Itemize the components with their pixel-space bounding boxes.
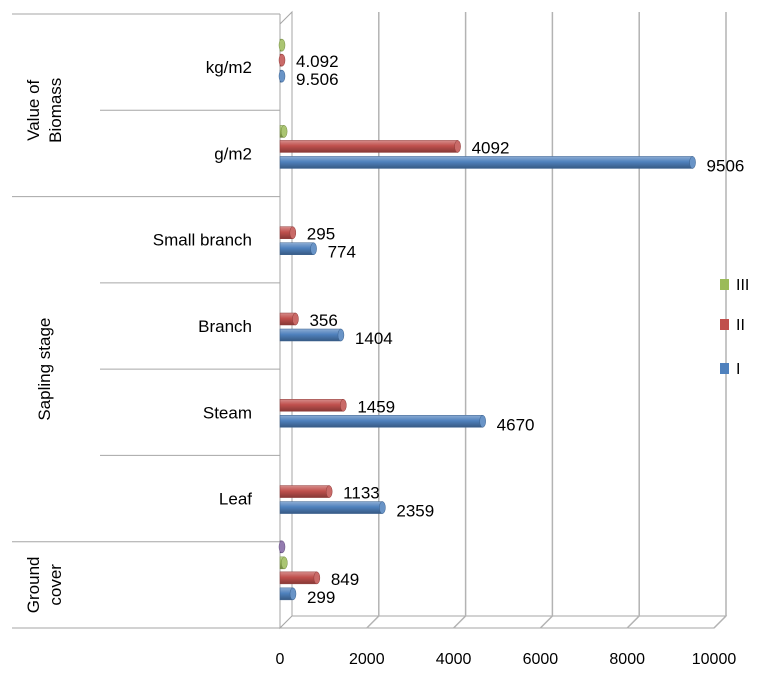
- bar-I-body: [279, 156, 693, 169]
- data-label: 295: [307, 225, 335, 244]
- x-tick-label: 8000: [609, 651, 645, 668]
- bar-I-cap: [278, 69, 286, 83]
- gridline-floor: [539, 615, 553, 629]
- gridline-floor: [453, 615, 467, 629]
- legend-label: III: [736, 277, 749, 294]
- bar-I: [279, 415, 486, 428]
- bar-I: [279, 501, 386, 514]
- bar-II-body: [279, 571, 318, 585]
- bar-II-cap: [278, 53, 286, 67]
- bar-I: [278, 69, 286, 83]
- bar-extra-cap: [278, 540, 286, 554]
- legend-swatch: [720, 363, 729, 374]
- data-label: 774: [328, 243, 356, 262]
- data-label: 4.092: [296, 52, 339, 71]
- category-label: Small branch: [153, 231, 252, 250]
- floor: [278, 615, 728, 629]
- bar-II-body: [279, 140, 458, 153]
- bar-III: [278, 38, 286, 52]
- bar-I-body: [279, 328, 342, 342]
- bar-I: [279, 156, 696, 169]
- x-tick-label: 10000: [692, 651, 737, 668]
- bar-II: [279, 226, 297, 239]
- gridline-floor: [713, 615, 727, 629]
- bar-II: [279, 399, 347, 412]
- bar-I-cap: [689, 156, 696, 169]
- legend-swatch: [720, 319, 729, 330]
- data-label: 299: [307, 588, 335, 607]
- bar-III-cap: [280, 125, 288, 138]
- gridline-floor: [366, 615, 380, 629]
- bar-extra: [278, 540, 286, 554]
- bar-II-body: [279, 485, 330, 498]
- bar-I-cap: [289, 587, 297, 601]
- group-label: Value of: [24, 79, 43, 140]
- group-label: cover: [46, 564, 65, 606]
- data-label: 356: [309, 311, 337, 330]
- group-label: Ground: [24, 557, 43, 614]
- data-label: 2359: [396, 502, 434, 521]
- category-label: Branch: [198, 317, 252, 336]
- data-label: 9506: [707, 156, 745, 175]
- bar-II-cap: [454, 140, 461, 153]
- category-label: kg/m2: [206, 58, 252, 77]
- data-label: 9.506: [296, 70, 339, 89]
- bar-I-cap: [310, 242, 317, 255]
- legend-label: I: [736, 361, 740, 378]
- bar-I-cap: [337, 328, 345, 342]
- category-label: Steam: [203, 403, 252, 422]
- bar-III-cap: [281, 556, 288, 570]
- bar-II-cap: [292, 312, 299, 326]
- bar-I-body: [279, 415, 483, 428]
- bar-I: [279, 328, 345, 342]
- data-label: 1133: [343, 484, 380, 503]
- legend-label: II: [736, 317, 745, 334]
- bar-II-cap: [340, 399, 347, 412]
- bar-III: [279, 556, 288, 570]
- legend-swatch: [720, 279, 729, 290]
- group-label: Sapling stage: [35, 318, 54, 421]
- bar-II: [279, 312, 299, 326]
- bar-II-cap: [313, 571, 321, 585]
- category-label: g/m2: [214, 144, 252, 163]
- data-label: 849: [331, 570, 359, 589]
- bar-I-cap: [479, 415, 486, 428]
- bar-II-body: [279, 399, 344, 412]
- x-tick-label: 4000: [436, 651, 472, 668]
- x-tick-label: 6000: [523, 651, 559, 668]
- bar-I-body: [279, 242, 314, 255]
- bar-I: [279, 587, 297, 601]
- x-tick-label: 2000: [349, 651, 385, 668]
- x-tick-label: 0: [276, 651, 285, 668]
- data-label: 4092: [472, 138, 510, 157]
- data-label: 4670: [497, 415, 535, 434]
- data-label: 1404: [355, 329, 393, 348]
- bar-II: [279, 140, 461, 153]
- bar-II: [279, 485, 333, 498]
- group-label: Biomass: [46, 78, 65, 143]
- bar-II: [279, 571, 321, 585]
- bar-II-cap: [325, 485, 333, 498]
- bar-III-cap: [278, 38, 286, 52]
- bar-II-cap: [289, 226, 297, 239]
- bar-II: [278, 53, 286, 67]
- gridline-floor: [626, 615, 640, 629]
- bar-I-cap: [379, 501, 386, 514]
- bar-III: [279, 125, 288, 138]
- bar-I: [279, 242, 317, 255]
- bar-I-body: [279, 501, 383, 514]
- data-label: 1459: [357, 397, 395, 416]
- category-label: Leaf: [219, 490, 252, 509]
